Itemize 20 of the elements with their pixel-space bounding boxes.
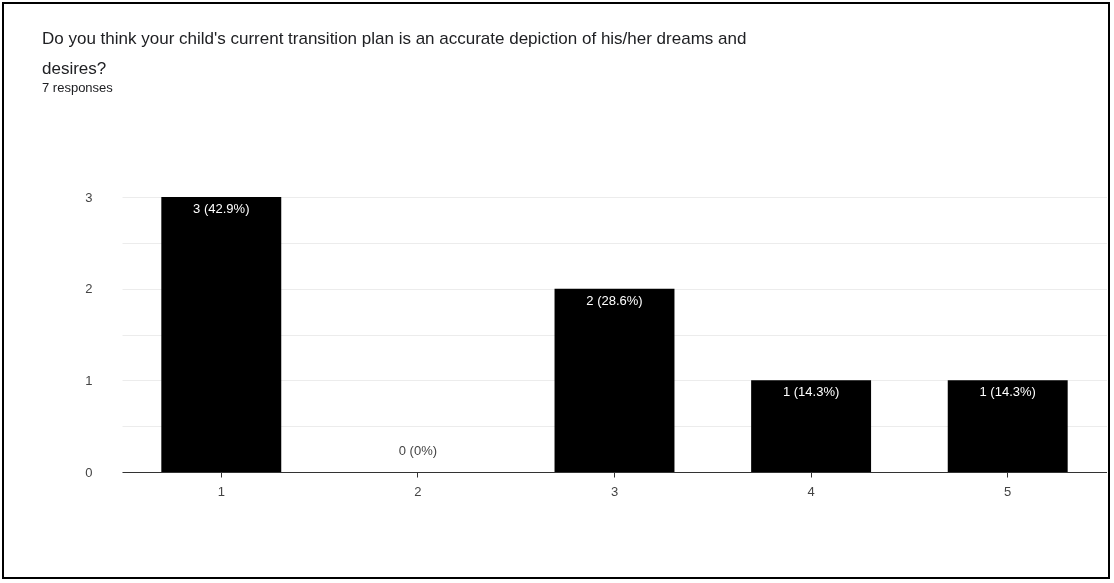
bar xyxy=(947,380,1068,472)
x-tick-label: 1 xyxy=(217,483,225,499)
x-tick-label: 3 xyxy=(610,483,619,499)
x-tick-label: 4 xyxy=(807,483,815,499)
y-tick-label: 2 xyxy=(85,281,93,297)
bar xyxy=(161,197,282,472)
y-tick-label: 0 xyxy=(85,464,93,480)
bar xyxy=(554,288,675,472)
x-tick-label: 2 xyxy=(414,483,422,499)
data-label: 1 (14.3%) xyxy=(782,384,840,400)
data-label: 1 (14.3%) xyxy=(979,384,1036,400)
data-label: 3 (42.9%) xyxy=(193,201,250,216)
chart-title: Do you think your child's current transition plan is an accurate depiction of his/her dreams and desires? xyxy=(42,29,747,78)
y-tick-label: 3 xyxy=(85,189,93,205)
data-label: 0 (0%) xyxy=(398,443,438,458)
chart-subtitle: 7 responses xyxy=(42,80,114,95)
data-label: 2 (28.6%) xyxy=(586,292,643,308)
x-tick-label: 5 xyxy=(1004,483,1012,499)
bar xyxy=(751,380,872,472)
y-tick-label: 1 xyxy=(85,372,93,388)
